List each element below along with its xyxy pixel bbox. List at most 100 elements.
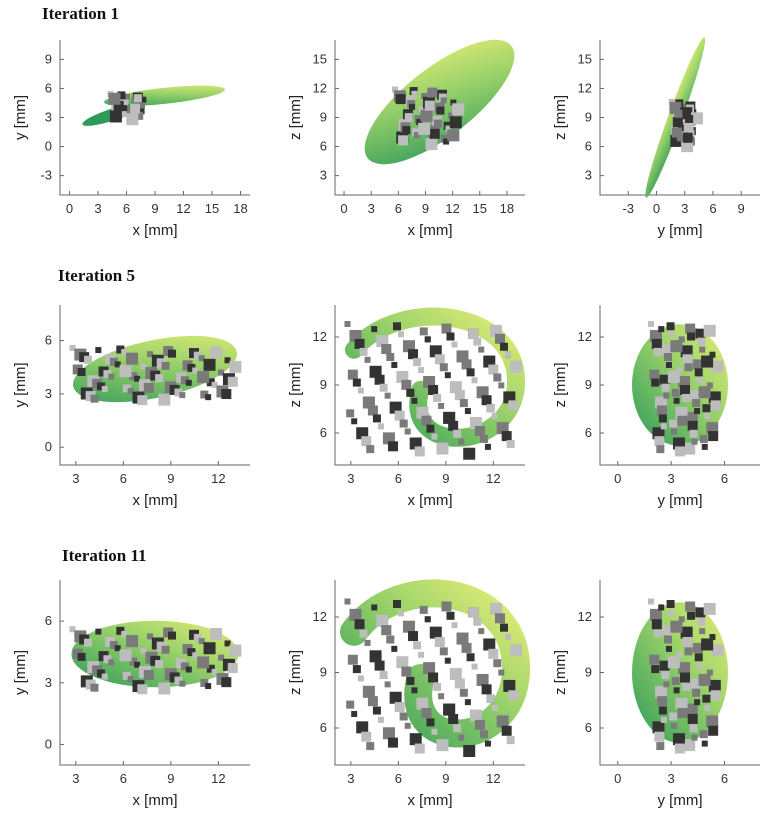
voxel bbox=[680, 672, 690, 683]
x-tick-label: 0 bbox=[614, 471, 621, 486]
voxel bbox=[96, 382, 105, 391]
voxel bbox=[119, 649, 132, 662]
voxel bbox=[155, 374, 164, 383]
voxel bbox=[699, 346, 706, 353]
voxel bbox=[205, 683, 212, 690]
voxel bbox=[406, 676, 415, 685]
voxel bbox=[448, 713, 459, 724]
voxel bbox=[665, 645, 672, 652]
voxel bbox=[376, 614, 389, 627]
voxel bbox=[418, 122, 431, 135]
x-tick-label: 0 bbox=[340, 201, 347, 216]
voxel bbox=[669, 419, 678, 428]
x-tick-label: 3 bbox=[72, 471, 79, 486]
object-rendering bbox=[364, 39, 515, 165]
voxel bbox=[224, 640, 231, 647]
object-rendering bbox=[69, 620, 242, 695]
voxel bbox=[126, 635, 139, 648]
voxel bbox=[711, 360, 724, 373]
voxel bbox=[474, 425, 485, 436]
voxel bbox=[678, 336, 685, 343]
voxel bbox=[424, 336, 431, 343]
voxel bbox=[481, 395, 492, 406]
voxel bbox=[143, 670, 154, 681]
voxel bbox=[116, 626, 125, 635]
x-tick-label: 3 bbox=[681, 201, 688, 216]
voxel bbox=[488, 648, 499, 659]
voxel bbox=[663, 681, 670, 688]
voxel bbox=[362, 396, 375, 409]
voxel bbox=[419, 327, 428, 336]
voxel bbox=[147, 633, 154, 640]
voxel bbox=[464, 408, 471, 415]
voxel bbox=[498, 669, 505, 676]
voxel bbox=[384, 681, 391, 688]
voxel bbox=[129, 372, 138, 381]
voxel bbox=[710, 400, 721, 411]
voxel bbox=[704, 413, 711, 420]
x-tick-label: 6 bbox=[395, 771, 402, 786]
object-rendering bbox=[344, 307, 525, 460]
voxel bbox=[505, 634, 512, 641]
voxel bbox=[476, 673, 489, 686]
voxel bbox=[158, 682, 171, 695]
voxel bbox=[672, 437, 685, 450]
voxel bbox=[698, 386, 711, 399]
voxel bbox=[218, 654, 225, 661]
voxel bbox=[663, 392, 670, 399]
voxel bbox=[671, 428, 678, 435]
voxel bbox=[379, 671, 388, 680]
voxel bbox=[197, 656, 210, 669]
y-axis-label: z [mm] bbox=[552, 95, 569, 140]
voxel bbox=[436, 106, 445, 115]
voxel bbox=[129, 657, 138, 666]
y-axis-label: y [mm] bbox=[12, 650, 29, 695]
voxel bbox=[352, 665, 361, 674]
voxel bbox=[473, 617, 482, 626]
voxel bbox=[473, 337, 482, 346]
panel-row2-yz: 0 3 6 12 9 6 y [mm] z [mm] bbox=[552, 305, 760, 509]
voxel bbox=[118, 109, 127, 118]
voxel bbox=[493, 659, 502, 668]
voxel bbox=[678, 616, 685, 623]
voxel bbox=[411, 687, 418, 694]
voxel bbox=[413, 641, 422, 650]
voxel bbox=[667, 370, 680, 383]
voxel bbox=[344, 598, 351, 605]
voxel bbox=[471, 377, 478, 384]
voxel bbox=[426, 718, 435, 727]
voxel bbox=[122, 384, 131, 393]
voxel bbox=[103, 370, 112, 379]
voxel bbox=[685, 323, 696, 334]
voxel bbox=[90, 683, 99, 692]
voxel bbox=[699, 434, 708, 443]
voxel bbox=[179, 680, 186, 687]
voxel bbox=[404, 722, 411, 729]
y-tick-label: 12 bbox=[578, 80, 592, 95]
voxel bbox=[691, 438, 698, 445]
voxel bbox=[382, 727, 395, 740]
voxel bbox=[668, 610, 675, 617]
voxel bbox=[494, 613, 505, 624]
voxel bbox=[682, 636, 693, 647]
voxel bbox=[506, 440, 515, 449]
voxel bbox=[671, 127, 682, 138]
voxel bbox=[503, 391, 516, 404]
voxel bbox=[367, 696, 378, 707]
voxel bbox=[692, 688, 701, 697]
voxel bbox=[466, 653, 475, 662]
voxel bbox=[668, 98, 675, 105]
voxel bbox=[662, 625, 673, 636]
voxel bbox=[90, 394, 99, 403]
x-tick-label: 6 bbox=[395, 471, 402, 486]
voxel bbox=[121, 349, 128, 356]
voxel bbox=[702, 404, 711, 413]
voxel bbox=[108, 92, 121, 105]
voxel bbox=[508, 690, 519, 701]
voxel bbox=[421, 708, 432, 719]
y-axis-label: y [mm] bbox=[12, 363, 29, 408]
segmentation-surface bbox=[364, 39, 515, 165]
voxel bbox=[683, 739, 696, 752]
voxel bbox=[687, 420, 698, 431]
voxel bbox=[114, 645, 121, 652]
